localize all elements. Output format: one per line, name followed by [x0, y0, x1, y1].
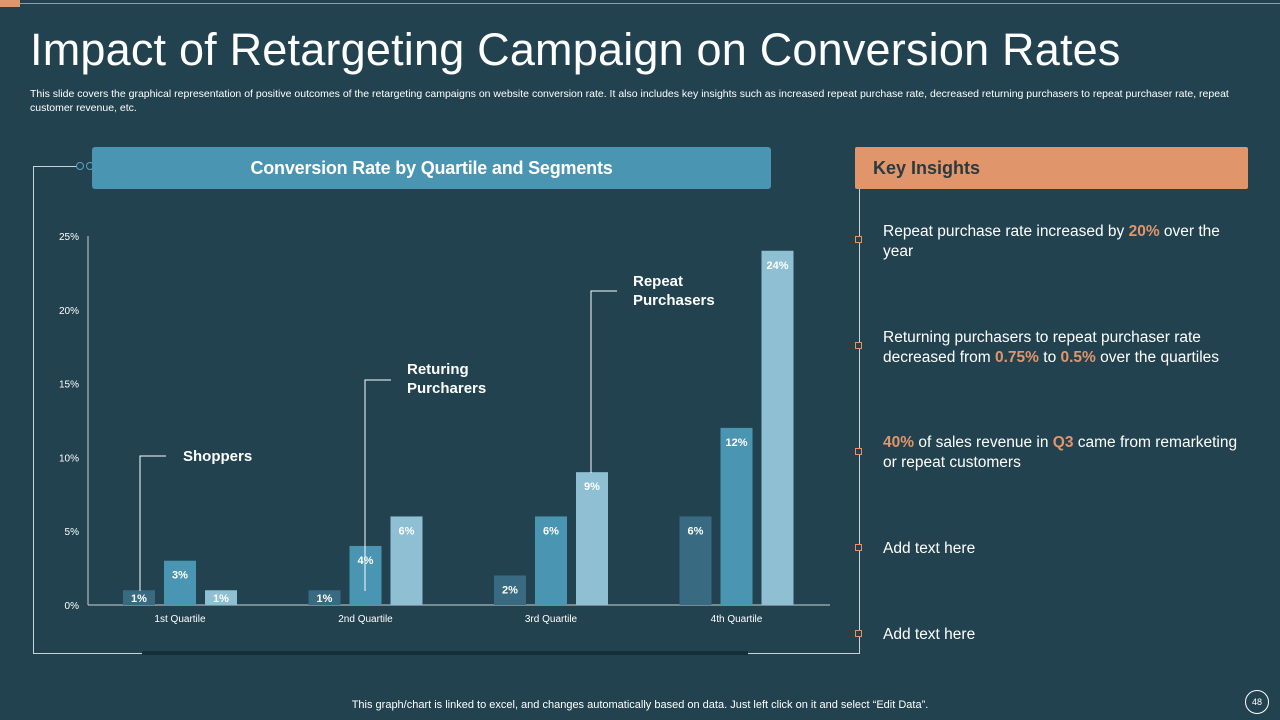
- insight-highlight: 40%: [883, 434, 915, 451]
- callout-leader-line: [139, 455, 166, 591]
- chart-header: Conversion Rate by Quartile and Segments: [92, 147, 771, 189]
- bar-shoppers: [123, 590, 155, 605]
- bar-data-label: 3%: [172, 570, 188, 582]
- insight-highlight: 0.75%: [995, 348, 1039, 366]
- bar-data-label: 1%: [213, 593, 229, 605]
- top-accent-bar: [0, 0, 20, 7]
- callout-label: Returing Purcharers: [407, 361, 486, 397]
- insight-item: Add text here: [883, 625, 1243, 645]
- insight-text: Returning purchasers to repeat purchaser…: [883, 329, 1201, 366]
- y-tick-label: 20%: [59, 306, 79, 317]
- x-tick-label: 3rd Quartile: [525, 614, 578, 625]
- bar-data-label: 12%: [725, 437, 747, 449]
- x-tick-label: 4th Quartile: [711, 614, 763, 625]
- page-title: Impact of Retargeting Campaign on Conver…: [30, 24, 1121, 75]
- x-tick-label: 2nd Quartile: [338, 614, 393, 625]
- x-tick-label: 1st Quartile: [154, 614, 206, 625]
- bar-data-label: 6%: [399, 525, 415, 537]
- chart-base-shadow: [142, 651, 748, 655]
- y-tick-label: 15%: [59, 380, 79, 391]
- callout-label-line: Returing: [407, 361, 469, 378]
- callout-label-line: Purchasers: [633, 292, 715, 309]
- bar-data-label: 9%: [584, 481, 600, 493]
- callout-leader-line: [364, 379, 391, 591]
- bar-repeat-purchasers: [390, 516, 423, 605]
- bar-returing-purcharers: [164, 560, 196, 605]
- insight-text: over the year: [883, 223, 1220, 260]
- bar-returing-purcharers: [720, 427, 753, 605]
- insight-text: of sales revenue in: [914, 434, 1053, 451]
- footer-note: This graph/chart is linked to excel, and…: [351, 699, 929, 711]
- bar-data-label: 4%: [358, 555, 374, 567]
- insights-timeline: [859, 189, 860, 654]
- insight-text: Add text here: [883, 626, 976, 643]
- insight-text: to: [1038, 348, 1061, 366]
- bar-repeat-purchasers: [205, 590, 237, 605]
- insight-item: Add text here: [883, 539, 1243, 559]
- bar-data-label: 2%: [502, 584, 518, 596]
- insight-bullet: [855, 544, 862, 551]
- bar-chart[interactable]: 0% 5% 10% 15% 20% 25% 1% 3% 1% 1st Quartile 1% 4% 6%…: [0, 0, 860, 660]
- insight-highlight: Q3: [1052, 434, 1074, 451]
- insight-bullet: [855, 448, 862, 455]
- y-tick-label: 25%: [59, 232, 79, 243]
- bar-data-label: 6%: [688, 525, 704, 537]
- page-number: 48: [1245, 690, 1269, 714]
- chart-frame-top: [33, 166, 78, 167]
- bar-repeat-purchasers: [576, 472, 608, 605]
- top-rule: [0, 3, 1280, 4]
- connector-dot: [76, 162, 84, 170]
- bar-shoppers: [308, 590, 341, 605]
- insight-item: 40% of sales revenue in Q3 came from rem…: [883, 433, 1243, 472]
- insight-bullet: [855, 342, 862, 349]
- insight-text: came from remarketing or repeat customer…: [883, 434, 1238, 471]
- insight-highlight: 0.5%: [1060, 348, 1096, 366]
- bar-data-label: 1%: [131, 593, 147, 605]
- insight-text: over the quartiles: [1095, 348, 1220, 366]
- insight-bullet: [855, 236, 862, 243]
- bar-data-label: 6%: [543, 525, 559, 537]
- bar-data-label: 24%: [766, 260, 788, 272]
- insight-text: Add text here: [883, 540, 976, 557]
- bar-shoppers: [679, 516, 712, 605]
- key-insights-header: Key Insights: [855, 147, 1248, 189]
- bar-repeat-purchasers: [761, 250, 794, 605]
- y-tick-label: 10%: [59, 453, 79, 464]
- bar-data-label: 1%: [317, 593, 333, 605]
- insight-item: Repeat purchase rate increased by 20% ov…: [883, 222, 1243, 261]
- insight-highlight: 20%: [1128, 223, 1160, 240]
- bar-shoppers: [494, 575, 526, 605]
- y-tick-label: 0%: [65, 601, 80, 612]
- page-subtitle: This slide covers the graphical represen…: [30, 88, 1229, 114]
- y-tick-label: 5%: [65, 527, 80, 538]
- bar-returing-purcharers: [535, 516, 567, 605]
- chart-frame-left: [33, 166, 34, 654]
- insight-text: Repeat purchase rate increased by: [883, 223, 1129, 240]
- callout-label: Shoppers: [183, 448, 252, 465]
- insight-item: Returning purchasers to repeat purchaser…: [883, 328, 1243, 367]
- insight-bullet: [855, 630, 862, 637]
- callout-label: Repeat Purchasers: [633, 273, 715, 309]
- callout-leader-line: [590, 290, 617, 473]
- callout-label-line: Purcharers: [407, 380, 486, 397]
- callout-label-line: Repeat: [633, 273, 683, 290]
